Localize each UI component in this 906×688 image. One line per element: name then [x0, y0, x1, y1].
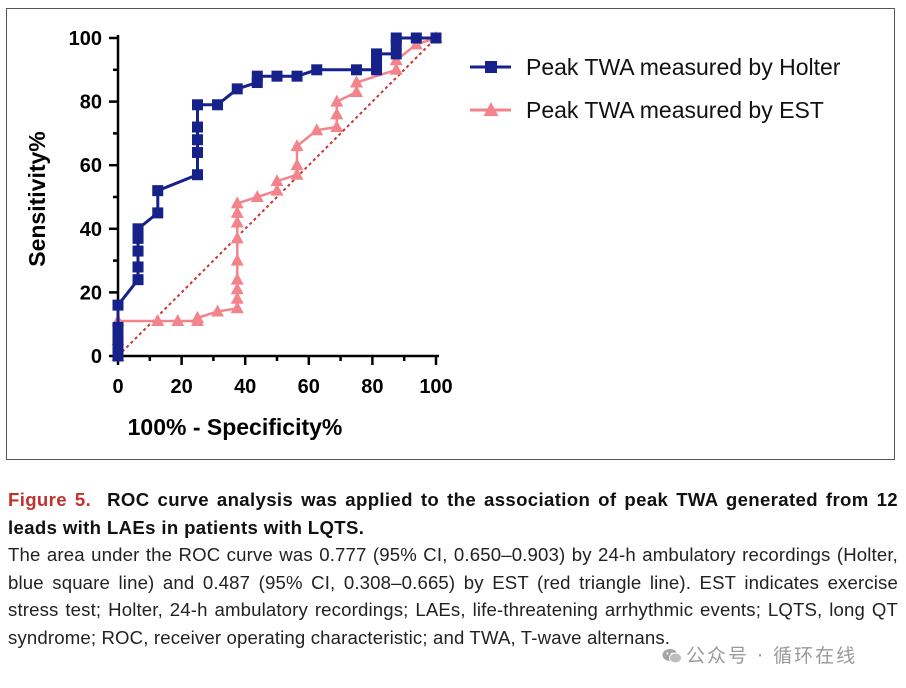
- holter-data-point: [132, 274, 144, 286]
- est-data-point: [230, 301, 244, 314]
- est-data-point: [270, 183, 284, 196]
- holter-data-point: [212, 99, 224, 111]
- holter-data-point: [390, 32, 402, 44]
- holter-data-point: [132, 232, 144, 244]
- est-data-point: [310, 123, 324, 136]
- holter-data-point: [192, 134, 203, 146]
- watermark: 公众号 · 循环在线: [662, 641, 857, 668]
- y-tick-label: 80: [80, 92, 102, 114]
- holter-data-point: [132, 245, 144, 257]
- holter-data-point: [291, 70, 303, 82]
- y-tick-label: 0: [91, 346, 102, 368]
- holter-data-point: [192, 146, 203, 158]
- caption-body: The area under the ROC curve was 0.777 (…: [8, 544, 898, 648]
- figure-caption: Figure 5. ROC curve analysis was applied…: [8, 486, 898, 651]
- legend-label: Peak TWA measured by Holter: [526, 54, 841, 80]
- figure-label: Figure 5.: [8, 489, 92, 510]
- est-data-point: [290, 139, 304, 152]
- reference-diagonal-line: [117, 37, 437, 357]
- est-data-point: [350, 75, 363, 88]
- watermark-text: 公众号 · 循环在线: [686, 645, 858, 667]
- holter-data-point: [371, 48, 383, 60]
- holter-data-point: [112, 321, 124, 333]
- holter-data-point: [132, 261, 144, 273]
- wechat-icon: [662, 649, 682, 664]
- holter-data-point: [371, 54, 383, 66]
- x-tick-label: 0: [112, 376, 123, 398]
- holter-data-point: [112, 350, 124, 362]
- est-data-point: [230, 253, 244, 266]
- holter-data-point: [132, 223, 144, 235]
- holter-data-point: [271, 70, 283, 82]
- caption-title-block: Figure 5. ROC curve analysis was applied…: [8, 489, 898, 538]
- x-tick-label: 20: [170, 376, 192, 398]
- holter-data-point: [112, 299, 124, 311]
- est-data-point: [330, 107, 344, 120]
- est-data-point: [330, 120, 344, 133]
- est-data-point: [230, 215, 244, 228]
- est-data-point: [270, 174, 284, 187]
- holter-data-point: [251, 70, 263, 82]
- holter-data-point: [192, 121, 203, 133]
- holter-data-point: [251, 77, 263, 89]
- est-data-point: [350, 85, 363, 98]
- chart-frame: 0 20 40 60 80 100 0 20 40 60 80 100 100% - Specifici…: [6, 8, 895, 460]
- y-axis-title: Sensitivity%: [24, 131, 50, 267]
- y-tick-label: 60: [80, 155, 102, 177]
- est-data-point: [230, 231, 244, 244]
- holter-data-point: [371, 64, 383, 76]
- holter-data-point: [231, 83, 243, 95]
- x-tick-label: 40: [234, 376, 256, 398]
- holter-data-point: [112, 340, 124, 352]
- est-data-point: [389, 62, 403, 75]
- legend-triangle-marker: [483, 102, 499, 116]
- legend-label: Peak TWA measured by EST: [526, 97, 824, 123]
- y-tick-label: 20: [80, 282, 102, 304]
- est-data-point: [171, 314, 185, 327]
- roc-chart: 0 20 40 60 80 100 0 20 40 60 80 100 100% - Specifici…: [24, 28, 841, 440]
- est-data-point: [211, 304, 225, 317]
- x-tick-label: 60: [298, 376, 320, 398]
- est-data-point: [151, 314, 165, 327]
- holter-data-point: [192, 169, 203, 181]
- est-data-point: [230, 205, 244, 218]
- est-data-point: [250, 190, 264, 202]
- holter-data-point: [430, 32, 442, 44]
- x-tick-label: 80: [361, 376, 383, 398]
- holter-data-point: [410, 32, 422, 44]
- est-data-point: [191, 310, 204, 323]
- holter-data-point: [192, 99, 203, 111]
- est-data-point: [230, 272, 244, 285]
- holter-data-point: [112, 331, 124, 343]
- caption-title: ROC curve analysis was applied to the as…: [8, 489, 899, 538]
- legend-square-marker: [485, 61, 497, 73]
- est-data-point: [290, 158, 304, 171]
- holter-data-point: [390, 48, 402, 60]
- est-data-point: [230, 291, 244, 304]
- est-data-point: [330, 94, 344, 107]
- holter-data-point: [152, 207, 164, 219]
- est-data-point: [290, 167, 304, 180]
- y-tick-label: 40: [80, 219, 102, 241]
- holter-data-point: [351, 64, 362, 76]
- holter-data-point: [152, 185, 164, 197]
- y-tick-label: 100: [69, 28, 102, 50]
- x-axis-title: 100% - Specificity%: [128, 414, 343, 440]
- est-data-point: [230, 282, 244, 295]
- holter-data-point: [311, 64, 323, 76]
- holter-data-point: [390, 38, 402, 50]
- x-tick-label: 100: [419, 376, 452, 398]
- est-data-point: [230, 196, 244, 209]
